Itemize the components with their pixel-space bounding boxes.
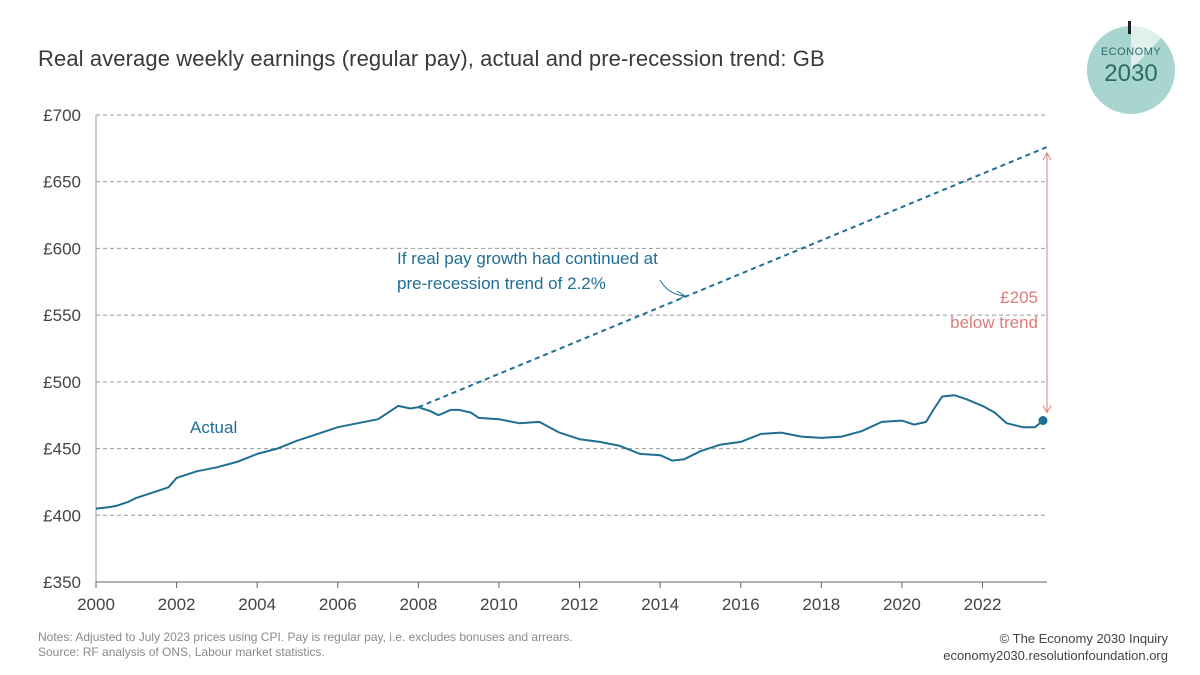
y-tick-label: £650 xyxy=(43,173,81,192)
logo-wedge-icon xyxy=(1131,26,1161,70)
trend-annotation-line1: If real pay growth had continued at xyxy=(397,249,658,268)
chart-title: Real average weekly earnings (regular pa… xyxy=(38,46,825,71)
y-tick-label: £550 xyxy=(43,306,81,325)
x-tick-label: 2002 xyxy=(158,595,196,614)
actual-series-label: Actual xyxy=(190,418,237,437)
y-tick-label: £600 xyxy=(43,239,81,258)
annotation-pointer xyxy=(659,279,685,297)
y-tick-label: £450 xyxy=(43,440,81,459)
gap-arrowhead-top xyxy=(1042,152,1052,161)
x-tick-label: 2014 xyxy=(641,595,679,614)
logo-tick-icon xyxy=(1128,21,1131,34)
y-tick-label: £500 xyxy=(43,373,81,392)
x-tick-label: 2016 xyxy=(722,595,760,614)
credit-url: economy2030.resolutionfoundation.org xyxy=(943,648,1168,663)
notes-line: Notes: Adjusted to July 2023 prices usin… xyxy=(38,630,573,644)
x-tick-label: 2004 xyxy=(238,595,276,614)
x-tick-label: 2000 xyxy=(77,595,115,614)
x-tick-label: 2010 xyxy=(480,595,518,614)
x-tick-label: 2022 xyxy=(964,595,1002,614)
logo-text-economy: ECONOMY xyxy=(1100,46,1162,58)
credit-line: © The Economy 2030 Inquiry xyxy=(999,631,1168,646)
source-line: Source: RF analysis of ONS, Labour marke… xyxy=(38,645,325,659)
actual-end-point xyxy=(1038,416,1048,426)
annotation-arrowhead xyxy=(676,290,687,301)
gap-text-label: below trend xyxy=(950,313,1038,332)
logo-text-2030: 2030 xyxy=(1104,60,1158,87)
x-tick-label: 2012 xyxy=(561,595,599,614)
gap-arrowhead-bottom xyxy=(1042,405,1052,414)
chart-notes: Notes: Adjusted to July 2023 prices usin… xyxy=(38,630,573,660)
y-tick-label: £350 xyxy=(43,573,81,592)
trend-annotation-line2: pre-recession trend of 2.2% xyxy=(397,274,606,293)
actual-line xyxy=(95,394,1044,510)
y-tick-label: £700 xyxy=(43,106,81,125)
x-tick-label: 2018 xyxy=(802,595,840,614)
credit: © The Economy 2030 Inquiry economy2030.r… xyxy=(943,630,1168,664)
x-tick-label: 2008 xyxy=(399,595,437,614)
x-tick-label: 2006 xyxy=(319,595,357,614)
gap-value-label: £205 xyxy=(1000,288,1038,307)
x-tick-label: 2020 xyxy=(883,595,921,614)
y-tick-label: £400 xyxy=(43,506,81,525)
